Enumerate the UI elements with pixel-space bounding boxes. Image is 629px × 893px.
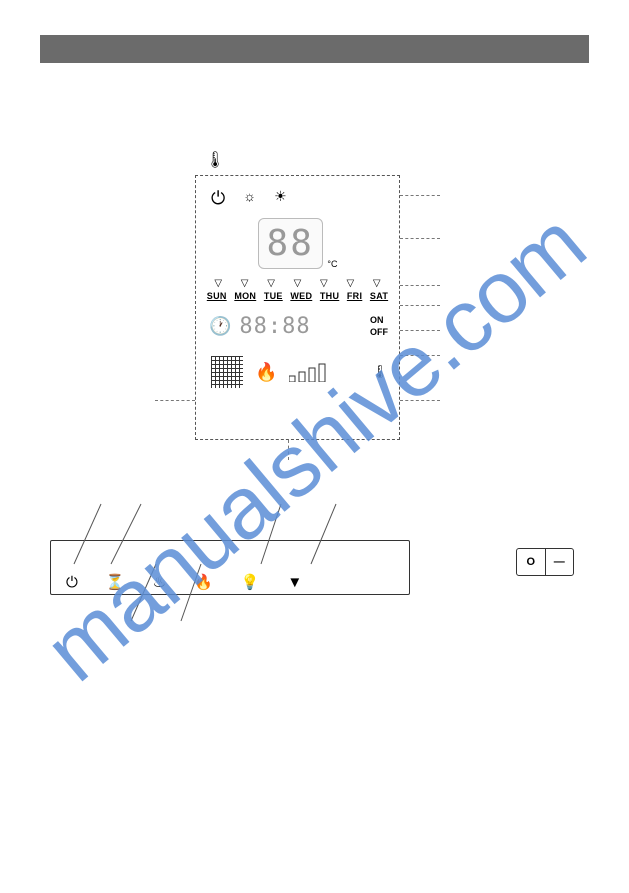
power-icon: ⏻ — [66, 574, 78, 591]
callout-line — [400, 238, 440, 239]
day-marker: ▽ — [267, 278, 275, 289]
day-label: MON — [234, 291, 256, 301]
day-label: THU — [320, 291, 339, 301]
callout-line — [400, 330, 440, 331]
power-icon: ⏻ — [211, 188, 225, 209]
level-bars-icon — [289, 358, 333, 387]
day-marker: ▽ — [346, 278, 354, 289]
day-label: WED — [290, 291, 312, 301]
thermometer-icon: 🌡 — [205, 150, 225, 170]
callout-line — [400, 355, 440, 356]
header-bar — [40, 35, 589, 63]
day-label: TUE — [264, 291, 283, 301]
day-marker: ▽ — [320, 278, 328, 289]
clock-icon: 🕐 — [209, 316, 231, 337]
heat-icon: ♨ — [153, 573, 166, 591]
switch-off: — — [546, 549, 574, 575]
callout-line — [155, 400, 195, 401]
time-display: 88:88 — [239, 314, 310, 339]
day-label: SUN — [207, 291, 227, 301]
callout-line — [400, 195, 440, 196]
flame-icon: 🔥 — [255, 362, 277, 383]
callout-line — [400, 305, 440, 306]
day-marker: ▽ — [214, 278, 222, 289]
temp-unit: °C — [327, 259, 337, 269]
sun-low-icon: ☼ — [243, 188, 256, 209]
light-icon: 💡 — [241, 573, 260, 591]
day-marker: ▽ — [294, 278, 302, 289]
down-icon: ▼ — [287, 574, 302, 591]
timer-icon: ⏳ — [106, 573, 125, 591]
day-label: SAT — [370, 291, 388, 301]
switch-on: O — [517, 549, 546, 575]
sun-high-icon: ☀ — [274, 188, 287, 209]
on-label: ON — [370, 314, 388, 326]
control-panel-diagram: ⏻ ⏳ ♨ 🔥 💡 ▼ — [50, 540, 410, 595]
remote-lcd-diagram: ⏻ ☼ ☀ 88 °C ▽ ▽ ▽ ▽ ▽ ▽ ▽ SUN MON TUE WE… — [195, 175, 400, 440]
day-marker: ▽ — [373, 278, 381, 289]
off-label: OFF — [370, 326, 388, 338]
day-marker: ▽ — [241, 278, 249, 289]
callout-line — [288, 440, 289, 460]
thermometer-icon: 🌡 — [371, 364, 388, 380]
flame-icon: 🔥 — [194, 573, 213, 591]
main-power-switch: O — — [516, 548, 574, 576]
callout-line — [400, 400, 440, 401]
callout-line — [400, 285, 440, 286]
temp-display: 88 — [267, 223, 314, 264]
day-label: FRI — [347, 291, 362, 301]
grid-icon — [211, 356, 243, 388]
